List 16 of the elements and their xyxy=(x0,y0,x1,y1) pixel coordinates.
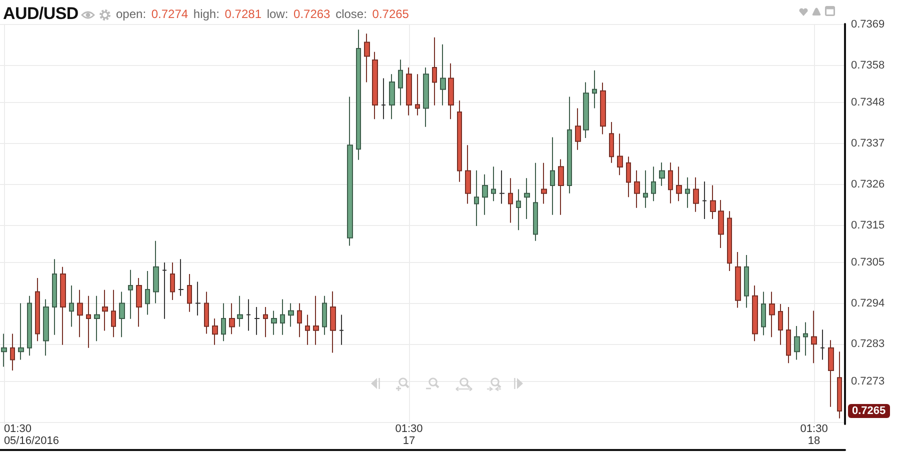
y-tick-label: 0.7273 xyxy=(851,375,885,388)
y-tick-label: 0.7337 xyxy=(851,138,885,150)
x-tick-label: 01:30 18 xyxy=(800,423,828,447)
y-tick-label: 0.7326 xyxy=(851,178,885,190)
chart-title: AUD/USD xyxy=(3,4,78,24)
y-tick-label: 0.7358 xyxy=(851,60,885,72)
y-tick-label: 0.7348 xyxy=(851,96,885,109)
x-tick-label: 01:30 05/16/2016 xyxy=(4,423,59,447)
y-tick-label: 0.7315 xyxy=(851,219,885,232)
x-tick-label: 01:30 17 xyxy=(395,423,423,447)
y-tick-label: 0.7283 xyxy=(851,338,885,350)
chart-subtitle: open: 0.7274 high: 0.7281 low: 0.7263 close: 0.7265 xyxy=(116,7,409,21)
annotation: 0.7265 xyxy=(848,404,890,418)
y-tick-label: 0.7305 xyxy=(851,256,885,268)
y-tick-label: 0.7294 xyxy=(851,297,885,310)
y-tick-label: 0.7369 xyxy=(851,18,885,31)
